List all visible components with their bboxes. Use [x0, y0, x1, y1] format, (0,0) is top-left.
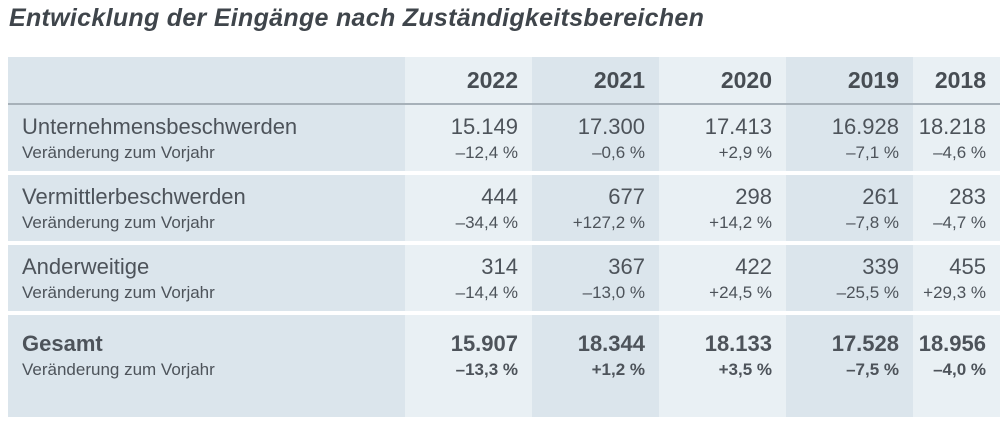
- value-cell: 16.928 –7,1 %: [786, 105, 913, 171]
- value-text: 17.413: [704, 114, 772, 139]
- change-text: +3,5 %: [718, 360, 772, 379]
- change-text: +14,2 %: [709, 213, 772, 232]
- table-row-total: Gesamt Veränderung zum Vorjahr 15.907 –13,3…: [8, 315, 1000, 417]
- change-text: –12,4 %: [455, 143, 518, 162]
- value-text: 18.956: [918, 331, 986, 356]
- year-header: 2022: [405, 57, 532, 103]
- change-text: +29,3 %: [923, 283, 986, 302]
- value-cell: 339 –25,5 %: [786, 245, 913, 311]
- table-row: Vermittlerbeschwerden Veränderung zum Vor…: [8, 175, 1000, 245]
- value-text: 17.528: [831, 331, 899, 356]
- value-cell: 18.133 +3,5 %: [659, 315, 786, 417]
- row-label: Vermittlerbeschwerden: [22, 184, 246, 209]
- value-text: 16.928: [831, 114, 899, 139]
- row-label-cell: Gesamt Veränderung zum Vorjahr: [8, 315, 405, 417]
- table-row: Unternehmensbeschwerden Veränderung zum V…: [8, 105, 1000, 175]
- change-text: –13,3 %: [455, 360, 518, 379]
- row-label-cell: Vermittlerbeschwerden Veränderung zum Vor…: [8, 175, 405, 241]
- row-label-cell: Unternehmensbeschwerden Veränderung zum V…: [8, 105, 405, 171]
- year-header: 2018: [913, 57, 1000, 103]
- value-cell: 455 +29,3 %: [913, 245, 1000, 311]
- value-cell: 283 –4,7 %: [913, 175, 1000, 241]
- value-text: 283: [949, 184, 986, 209]
- change-text: –4,6 %: [933, 143, 986, 162]
- value-cell: 18.218 –4,6 %: [913, 105, 1000, 171]
- value-text: 17.300: [577, 114, 645, 139]
- value-cell: 17.413 +2,9 %: [659, 105, 786, 171]
- change-row-label: Veränderung zum Vorjahr: [22, 213, 215, 232]
- value-cell: 444 –34,4 %: [405, 175, 532, 241]
- value-text: 15.907: [450, 331, 518, 356]
- change-text: –4,7 %: [933, 213, 986, 232]
- change-text: –4,0 %: [933, 360, 986, 379]
- table-header-row: 2022 2021 2020 2019 2018: [8, 57, 1000, 105]
- value-cell: 15.907 –13,3 %: [405, 315, 532, 417]
- row-label: Anderweitige: [22, 254, 150, 279]
- row-label: Gesamt: [22, 331, 103, 356]
- value-text: 455: [949, 254, 986, 279]
- value-cell: 298 +14,2 %: [659, 175, 786, 241]
- change-row-label: Veränderung zum Vorjahr: [22, 360, 215, 379]
- change-text: –13,0 %: [582, 283, 645, 302]
- value-text: 314: [481, 254, 518, 279]
- change-text: –25,5 %: [836, 283, 899, 302]
- change-text: –14,4 %: [455, 283, 518, 302]
- value-cell: 15.149 –12,4 %: [405, 105, 532, 171]
- value-text: 677: [608, 184, 645, 209]
- change-text: +1,2 %: [591, 360, 645, 379]
- change-text: –0,6 %: [592, 143, 645, 162]
- value-text: 367: [608, 254, 645, 279]
- value-cell: 261 –7,8 %: [786, 175, 913, 241]
- change-text: –34,4 %: [455, 213, 518, 232]
- value-cell: 17.528 –7,5 %: [786, 315, 913, 417]
- change-text: –7,5 %: [846, 360, 899, 379]
- change-row-label: Veränderung zum Vorjahr: [22, 283, 215, 302]
- year-header: 2019: [786, 57, 913, 103]
- year-header: 2021: [532, 57, 659, 103]
- value-text: 18.218: [918, 114, 986, 139]
- change-text: +2,9 %: [718, 143, 772, 162]
- value-text: 339: [862, 254, 899, 279]
- value-cell: 17.300 –0,6 %: [532, 105, 659, 171]
- value-cell: 314 –14,4 %: [405, 245, 532, 311]
- value-cell: 367 –13,0 %: [532, 245, 659, 311]
- change-row-label: Veränderung zum Vorjahr: [22, 143, 215, 162]
- value-cell: 18.344 +1,2 %: [532, 315, 659, 417]
- change-text: +127,2 %: [572, 213, 645, 232]
- statistics-table: 2022 2021 2020 2019 2018 Unternehmensbeschwer…: [8, 57, 1000, 417]
- value-cell: 18.956 –4,0 %: [913, 315, 1000, 417]
- table-row: Anderweitige Veränderung zum Vorjahr 314 –1…: [8, 245, 1000, 315]
- page-title: Entwicklung der Eingänge nach Zuständigk…: [9, 4, 705, 32]
- change-text: +24,5 %: [709, 283, 772, 302]
- year-header: 2020: [659, 57, 786, 103]
- change-text: –7,8 %: [846, 213, 899, 232]
- row-label-cell: Anderweitige Veränderung zum Vorjahr: [8, 245, 405, 311]
- value-cell: 677 +127,2 %: [532, 175, 659, 241]
- value-cell: 422 +24,5 %: [659, 245, 786, 311]
- value-text: 15.149: [450, 114, 518, 139]
- value-text: 18.344: [577, 331, 645, 356]
- value-text: 298: [735, 184, 772, 209]
- value-text: 422: [735, 254, 772, 279]
- value-text: 444: [481, 184, 518, 209]
- row-label: Unternehmensbeschwerden: [22, 114, 298, 139]
- value-text: 261: [862, 184, 899, 209]
- table-corner-cell: [8, 57, 405, 103]
- change-text: –7,1 %: [846, 143, 899, 162]
- value-text: 18.133: [704, 331, 772, 356]
